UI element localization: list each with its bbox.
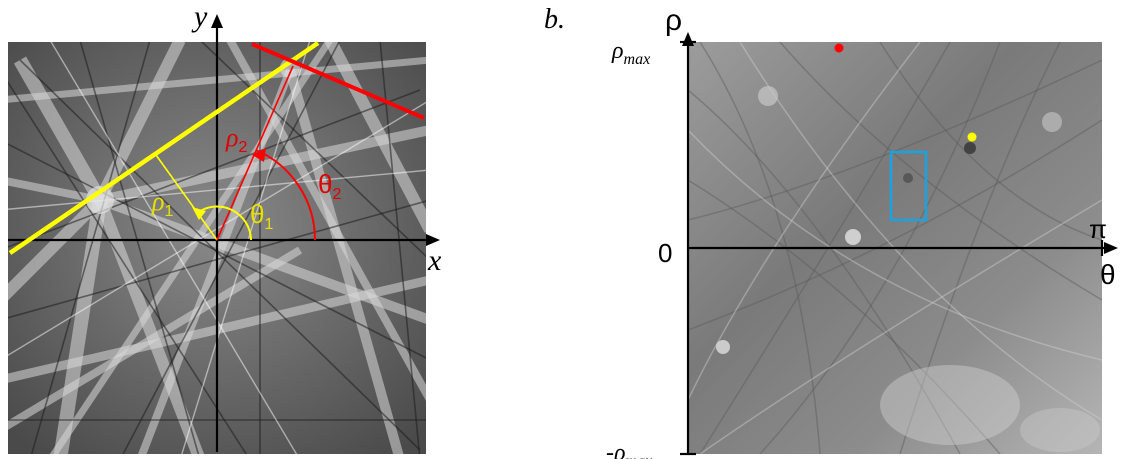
left-y-arrowhead [211,14,223,28]
left-x-axis-label: x [427,244,442,277]
right-y-arrowhead [682,32,694,46]
kikuchi-pattern [8,42,426,454]
hough-line-2 [216,42,425,241]
left-y-axis-label: y [191,0,208,33]
theta2-arrowhead [252,148,266,162]
right-x-arrowhead [1104,242,1118,254]
left-axes [8,22,432,452]
right-ymin-label: -ρmax [606,440,652,459]
rho2-label: ρ2 [225,123,247,156]
selection-box [889,150,928,222]
panel-b-label: b. [544,4,565,35]
theta2-arc [255,149,317,241]
theta1-label: θ1 [250,199,273,233]
rho1-label: ρ1 [151,187,173,220]
theta1-arc [196,205,252,241]
right-ymax-label: ρmax [611,38,650,68]
yellow-peak-marker [967,132,977,142]
right-y-axis-label: ρ [665,4,682,37]
right-axes [680,40,1110,456]
right-zero-label: 0 [658,238,672,268]
theta2-label: θ2 [318,169,341,203]
hough-line-1 [8,41,320,255]
theta1-arrowhead [192,207,206,220]
right-x-axis-label: θ [1100,259,1116,290]
right-pi-label: π [1089,214,1107,244]
red-peak-marker [834,43,844,53]
left-x-arrowhead [426,234,440,246]
